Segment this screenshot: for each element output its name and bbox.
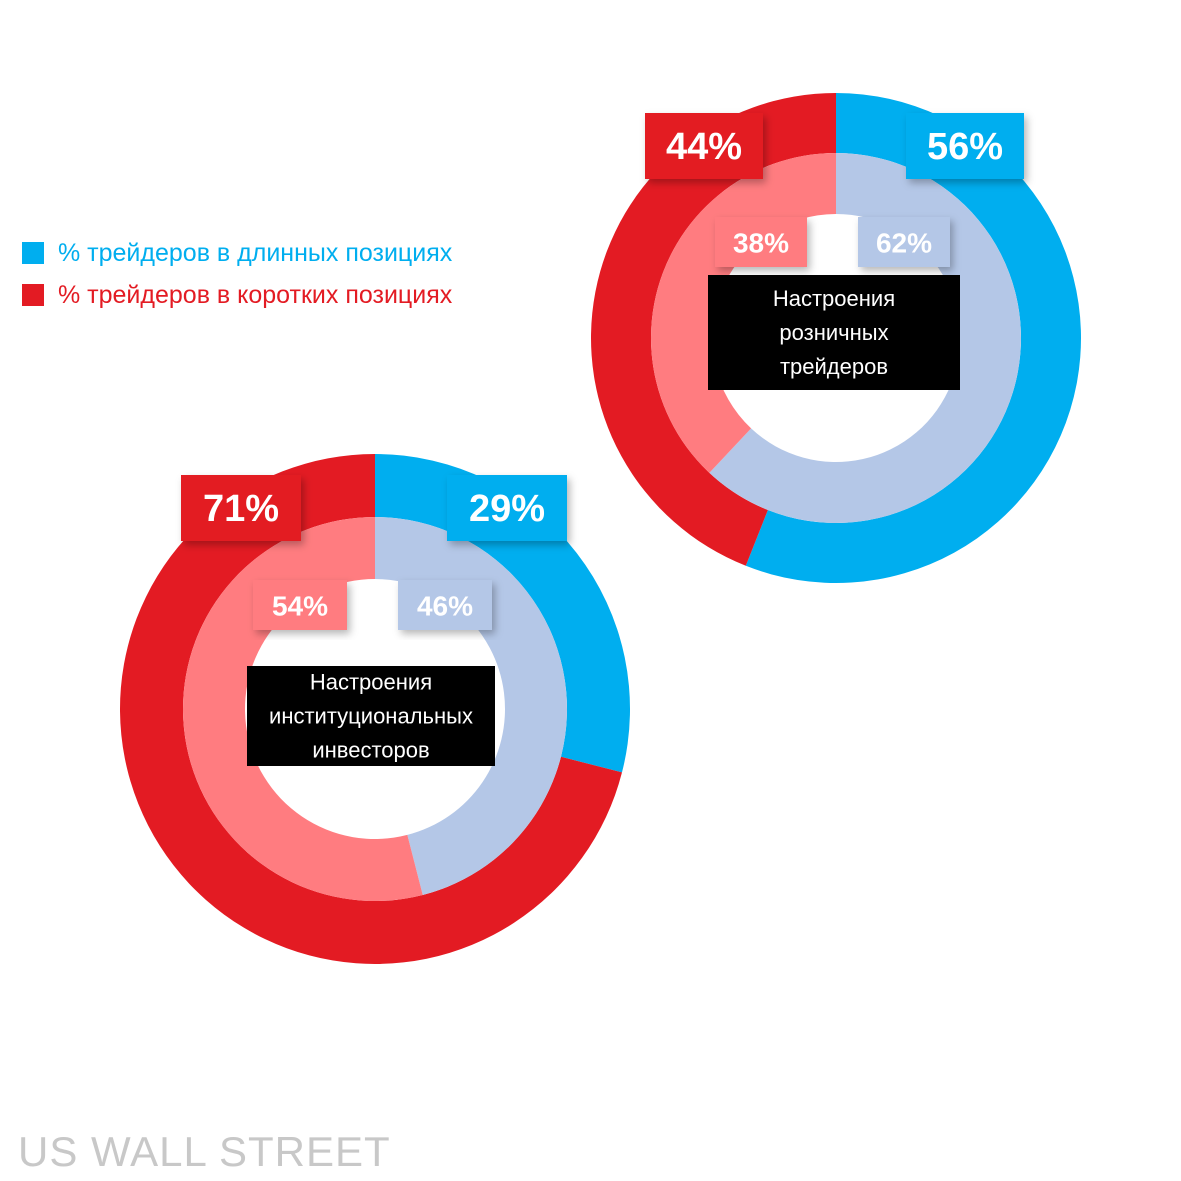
legend: % трейдеров в длинных позициях % трейдер… xyxy=(22,232,452,316)
data-label-outer-long: 29% xyxy=(469,488,545,530)
chart-title-line: институциональных xyxy=(269,704,473,729)
legend-label-short: % трейдеров в коротких позициях xyxy=(58,280,453,309)
slice-inner-short xyxy=(651,153,836,473)
legend-item-long: % трейдеров в длинных позициях xyxy=(22,232,452,274)
data-label-box-inner-long xyxy=(858,217,950,267)
data-label-box-inner-long xyxy=(398,580,492,630)
legend-swatch-short xyxy=(22,284,44,306)
data-label-inner-short: 38% xyxy=(733,228,789,259)
data-label-inner-short: 54% xyxy=(272,591,328,622)
donut-chart-0: Настроения розничных трейдеров 56% 44% 62% 38% xyxy=(591,93,1082,584)
data-label-outer-short: 44% xyxy=(666,126,742,168)
chart-title-line: Настроения xyxy=(310,670,432,695)
data-label-outer-long: 56% xyxy=(927,126,1003,168)
data-label-box-outer-short xyxy=(181,475,301,541)
chart-title-line: трейдеров xyxy=(780,354,888,379)
slice-outer-long xyxy=(745,93,1082,584)
data-label-inner-long: 46% xyxy=(417,591,473,622)
data-label-outer-short: 71% xyxy=(203,488,279,530)
legend-item-short: % трейдеров в коротких позициях xyxy=(22,274,452,316)
data-label-box-outer-long xyxy=(906,113,1024,179)
data-label-box-outer-short xyxy=(645,113,763,179)
slice-inner-short xyxy=(182,517,423,901)
donut-chart-1: Настроения институциональных инвесторов 29%… xyxy=(120,454,630,964)
legend-swatch-long xyxy=(22,242,44,264)
chart-title-line: Настроения xyxy=(773,286,895,311)
data-label-box-inner-short xyxy=(253,580,347,630)
legend-label-long: % трейдеров в длинных позициях xyxy=(58,238,453,267)
slice-outer-short xyxy=(591,93,836,566)
data-label-inner-long: 62% xyxy=(876,228,932,259)
chart-title-box xyxy=(247,666,495,766)
chart-title-box xyxy=(708,275,960,390)
data-label-box-inner-short xyxy=(715,217,807,267)
chart-title-line: инвесторов xyxy=(312,738,429,763)
watermark: US WALL STREET xyxy=(18,1128,391,1175)
slice-inner-long xyxy=(375,517,567,895)
data-label-box-outer-long xyxy=(447,475,567,541)
chart-title-line: розничных xyxy=(779,320,888,345)
